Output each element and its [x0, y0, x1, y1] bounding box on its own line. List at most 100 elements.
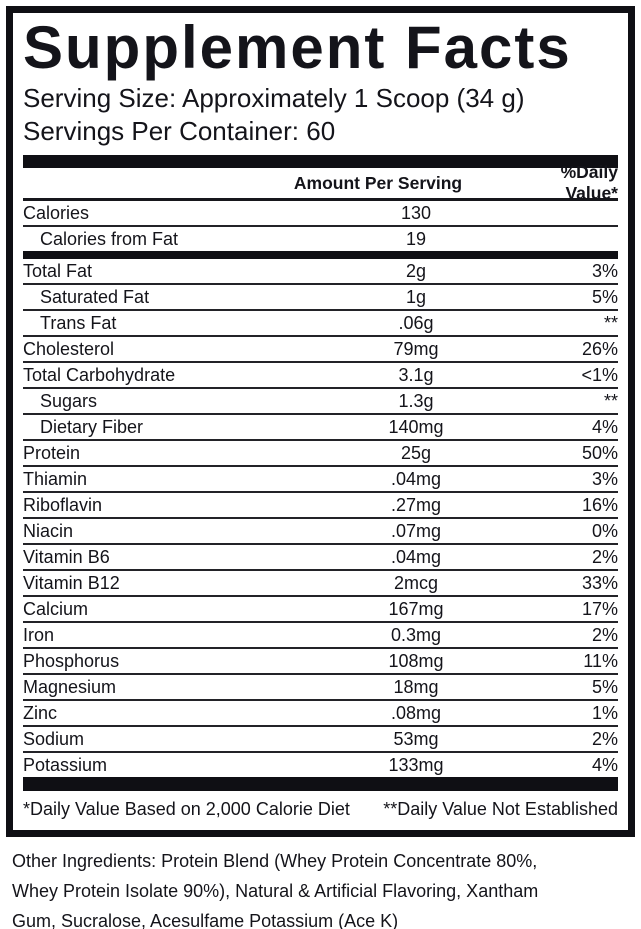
- nutrient-row: Trans Fat .06g **: [23, 311, 618, 335]
- nutrient-amount: 3.1g: [398, 364, 434, 385]
- nutrient-name: Calcium: [23, 598, 89, 619]
- nutrient-name: Vitamin B6: [23, 546, 110, 567]
- nutrient-name: Niacin: [23, 520, 74, 541]
- nutrient-row: Cholesterol 79mg 26%: [23, 337, 618, 361]
- nutrient-row: Magnesium 18mg 5%: [23, 675, 618, 699]
- nutrient-amount: 1.3g: [398, 390, 434, 411]
- nutrient-amount: 0.3mg: [390, 624, 442, 645]
- nutrient-row: Total Carbohydrate 3.1g <1%: [23, 363, 618, 387]
- servings-per-container-line: Servings Per Container: 60: [23, 116, 336, 147]
- nutrient-row: Riboflavin .27mg 16%: [23, 493, 618, 517]
- nutrient-amount: .06g: [398, 312, 434, 333]
- nutrient-daily-value: 17%: [581, 598, 618, 619]
- nutrient-row: Potassium 133mg 4%: [23, 753, 618, 777]
- nutrient-daily-value: 26%: [581, 338, 618, 359]
- nutrient-amount: 1g: [405, 286, 427, 307]
- nutrient-name: Vitamin B12: [23, 572, 120, 593]
- nutrient-name: Riboflavin: [23, 494, 103, 515]
- nutrient-daily-value: 0%: [591, 520, 618, 541]
- row-divider: [23, 725, 618, 728]
- row-divider: [23, 465, 618, 468]
- thick-divider-top: [23, 155, 618, 169]
- nutrient-name: Iron: [23, 624, 55, 645]
- nutrient-row: Saturated Fat 1g 5%: [23, 285, 618, 309]
- row-divider: [23, 517, 618, 520]
- nutrient-name: Thiamin: [23, 468, 88, 489]
- row-divider: [23, 751, 618, 754]
- nutrient-daily-value: 2%: [591, 546, 618, 567]
- nutrient-daily-value: 5%: [591, 286, 618, 307]
- nutrient-daily-value: 2%: [591, 624, 618, 645]
- nutrient-daily-value: 5%: [591, 676, 618, 697]
- nutrient-row: Sodium 53mg 2%: [23, 727, 618, 751]
- nutrient-name: Total Carbohydrate: [23, 364, 176, 385]
- nutrient-daily-value: 50%: [581, 442, 618, 463]
- nutrient-row: Dietary Fiber 140mg 4%: [23, 415, 618, 439]
- nutrient-name: Dietary Fiber: [40, 416, 144, 437]
- nutrient-rows: Calories 130 Calories from Fat 19 Total …: [23, 201, 618, 777]
- nutrient-row: Phosphorus 108mg 11%: [23, 649, 618, 673]
- nutrient-amount: 167mg: [388, 598, 444, 619]
- row-divider: [23, 225, 618, 228]
- row-divider: [23, 335, 618, 338]
- nutrient-daily-value: 4%: [591, 754, 618, 775]
- nutrient-amount: .04mg: [390, 546, 442, 567]
- nutrient-daily-value: 3%: [591, 260, 618, 281]
- nutrient-name: Magnesium: [23, 676, 117, 697]
- nutrient-daily-value: 11%: [583, 650, 618, 671]
- other-ingredients-text: Other Ingredients: Protein Blend (Whey P…: [12, 851, 539, 929]
- nutrient-amount: 18mg: [393, 676, 439, 697]
- nutrient-name: Sodium: [23, 728, 85, 749]
- column-header-row: Amount Per Serving %Daily Value*: [23, 162, 618, 203]
- nutrient-daily-value: <1%: [581, 364, 618, 385]
- nutrient-amount: .07mg: [390, 520, 442, 541]
- nutrient-daily-value: **: [603, 312, 618, 333]
- nutrient-row: Calories from Fat 19: [23, 227, 618, 251]
- row-divider: [23, 439, 618, 442]
- nutrient-name: Protein: [23, 442, 81, 463]
- nutrient-daily-value: 3%: [591, 468, 618, 489]
- column-header-daily-value: %Daily Value*: [560, 162, 618, 204]
- nutrient-name: Phosphorus: [23, 650, 120, 671]
- nutrient-amount: 19: [405, 228, 427, 249]
- nutrient-row: Calories 130: [23, 201, 618, 225]
- nutrient-amount: 140mg: [388, 416, 444, 437]
- row-divider: [23, 387, 618, 390]
- nutrient-row: Total Fat 2g 3%: [23, 259, 618, 283]
- nutrient-amount: 25g: [400, 442, 432, 463]
- nutrient-amount: 133mg: [388, 754, 444, 775]
- row-divider: [23, 413, 618, 416]
- footnote-daily-value: *Daily Value Based on 2,000 Calorie Diet: [23, 799, 350, 820]
- nutrient-row: Zinc .08mg 1%: [23, 701, 618, 725]
- footnote-not-established: **Daily Value Not Established: [383, 799, 618, 820]
- nutrient-daily-value: 4%: [591, 416, 618, 437]
- nutrient-name: Sugars: [40, 390, 98, 411]
- nutrient-row: Sugars 1.3g **: [23, 389, 618, 413]
- nutrient-amount: .04mg: [390, 468, 442, 489]
- row-divider: [23, 621, 618, 624]
- nutrient-name: Zinc: [23, 702, 58, 723]
- nutrient-daily-value: 33%: [581, 572, 618, 593]
- footnote-row: *Daily Value Based on 2,000 Calorie Diet…: [23, 791, 618, 830]
- serving-size-line: Serving Size: Approximately 1 Scoop (34 …: [23, 83, 525, 114]
- nutrient-daily-value: 2%: [591, 728, 618, 749]
- row-divider: [23, 543, 618, 546]
- nutrient-name: Saturated Fat: [40, 286, 150, 307]
- nutrient-amount: 2g: [405, 260, 427, 281]
- nutrient-amount: 108mg: [388, 650, 444, 671]
- nutrient-row: Vitamin B6 .04mg 2%: [23, 545, 618, 569]
- row-divider: [23, 251, 618, 260]
- row-divider: [23, 569, 618, 572]
- nutrient-amount: 53mg: [393, 728, 439, 749]
- row-divider: [23, 361, 618, 364]
- panel-title: Supplement Facts: [23, 14, 572, 81]
- row-divider: [23, 699, 618, 702]
- nutrient-row: Vitamin B12 2mcg 33%: [23, 571, 618, 595]
- thick-divider-bottom: [23, 777, 618, 792]
- row-divider: [23, 309, 618, 312]
- nutrient-row: Iron 0.3mg 2%: [23, 623, 618, 647]
- nutrient-amount: 130: [400, 202, 432, 223]
- nutrient-amount: .08mg: [390, 702, 442, 723]
- nutrient-amount: 79mg: [393, 338, 439, 359]
